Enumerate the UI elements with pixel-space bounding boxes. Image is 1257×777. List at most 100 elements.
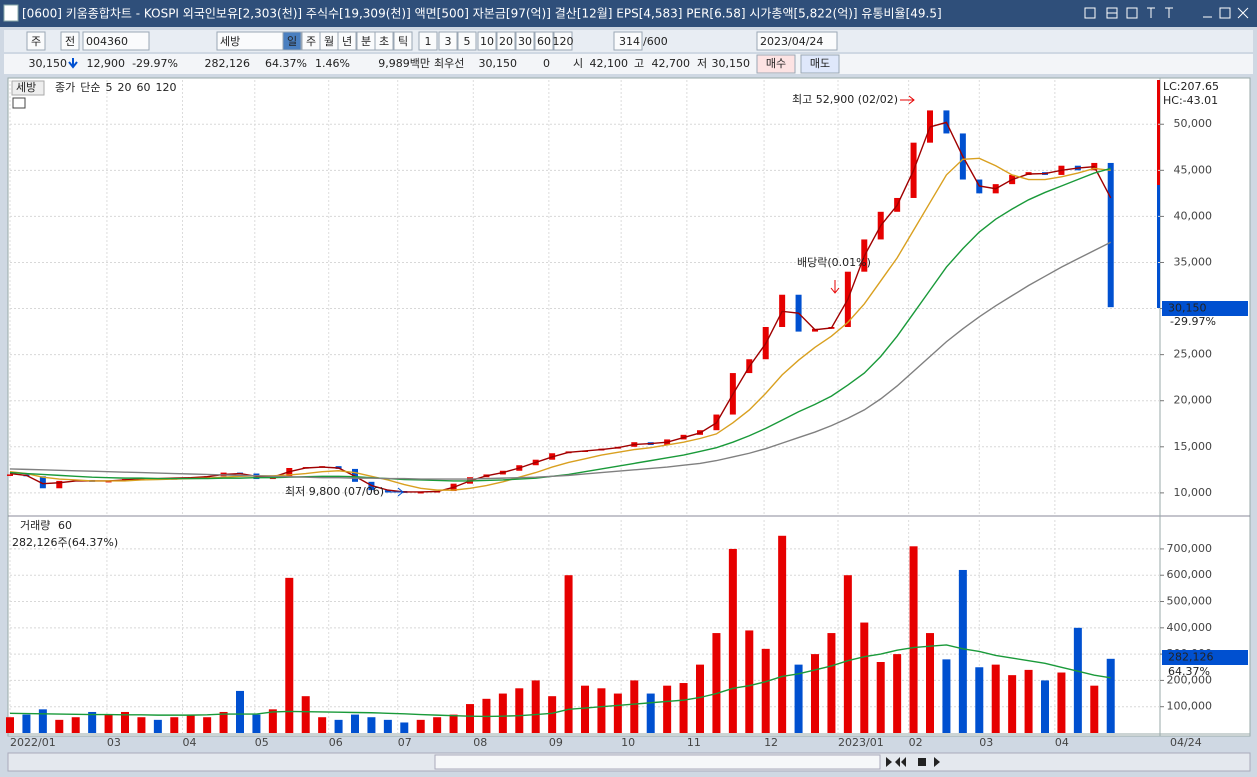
trade-button[interactable] bbox=[800, 54, 840, 74]
toolbar-label[interactable]: 1 bbox=[425, 35, 432, 48]
volume-bar bbox=[646, 693, 655, 733]
volume-bar bbox=[827, 633, 836, 733]
volume-bar bbox=[712, 633, 721, 733]
toolbar-label[interactable]: 틱 bbox=[398, 35, 408, 48]
x-tick-label: 03 bbox=[107, 736, 121, 749]
nav-buttons[interactable] bbox=[886, 757, 940, 767]
volume-bar bbox=[449, 714, 458, 733]
toolbar-label[interactable]: 30 bbox=[518, 35, 532, 48]
volume-bar bbox=[466, 704, 474, 733]
candle bbox=[105, 480, 112, 483]
trade-button[interactable] bbox=[756, 54, 796, 74]
legend-entry: 5 bbox=[106, 81, 113, 94]
toolbar-button[interactable] bbox=[282, 31, 302, 51]
y-tick-label: 500,000 bbox=[1167, 595, 1213, 608]
toolbar-button[interactable] bbox=[553, 31, 573, 51]
toolbar-label[interactable]: 004360 bbox=[86, 35, 128, 48]
volume-marker bbox=[1162, 650, 1248, 665]
toolbar-label[interactable]: 초 bbox=[379, 35, 389, 48]
volume-bar bbox=[268, 709, 277, 733]
price-marker-label: 30,150 bbox=[1168, 302, 1207, 315]
volume-marker-label: 282,126 bbox=[1168, 651, 1214, 664]
volume-bar bbox=[515, 688, 524, 733]
toolbar-button[interactable] bbox=[534, 31, 554, 51]
toolbar-label[interactable]: 60 bbox=[537, 35, 551, 48]
toolbar-label[interactable]: 세방 bbox=[220, 35, 240, 48]
volume-bar bbox=[22, 714, 31, 733]
toolbar-label[interactable]: 주 bbox=[31, 35, 41, 48]
legend-entry: 120 bbox=[156, 81, 177, 94]
grid-icon[interactable] bbox=[12, 97, 26, 109]
volume-bar bbox=[958, 569, 967, 733]
volume-bar bbox=[383, 719, 392, 733]
title-bar bbox=[0, 0, 1257, 27]
toolbar-button[interactable] bbox=[613, 31, 643, 51]
volume-bar bbox=[121, 711, 129, 733]
toolbar-button[interactable] bbox=[337, 31, 357, 51]
window-controls[interactable] bbox=[1084, 7, 1249, 19]
volume-bar bbox=[679, 683, 688, 733]
volume-bar bbox=[433, 717, 442, 733]
toolbar-button[interactable] bbox=[457, 31, 477, 51]
toolbar-label[interactable]: 년 bbox=[342, 35, 352, 48]
down-arrow bbox=[68, 58, 78, 69]
stock-tag[interactable] bbox=[11, 80, 45, 96]
y-tick-label: 200,000 bbox=[1167, 673, 1213, 686]
volume-bar bbox=[876, 662, 885, 733]
toolbar-label[interactable]: 20 bbox=[499, 35, 513, 48]
toolbar-label[interactable]: 10 bbox=[480, 35, 494, 48]
toolbar-label[interactable]: 2023/04/24 bbox=[760, 35, 823, 48]
y-tick-label: 700,000 bbox=[1167, 542, 1213, 555]
x-tick-label: 03 bbox=[979, 736, 993, 749]
toolbar-label[interactable]: 314 bbox=[619, 35, 640, 48]
toolbar-button[interactable] bbox=[477, 31, 497, 51]
volume-bar bbox=[416, 719, 425, 733]
ma-line bbox=[9, 121, 1112, 493]
candle bbox=[1107, 162, 1114, 308]
annotation-arrow bbox=[830, 280, 840, 294]
toolbar-button[interactable] bbox=[393, 31, 413, 51]
legend-entry: 단순 bbox=[80, 81, 100, 94]
y-tick-label: 20,000 bbox=[1174, 394, 1213, 407]
toolbar-button[interactable] bbox=[496, 31, 516, 51]
y-tick-label: 400,000 bbox=[1167, 621, 1213, 634]
toolbar-button[interactable] bbox=[374, 31, 394, 51]
candle bbox=[384, 490, 391, 492]
quote-value: 최우선 bbox=[434, 57, 464, 70]
toolbar-label[interactable]: 5 bbox=[464, 35, 471, 48]
x-tick-label: 10 bbox=[621, 736, 635, 749]
toolbar-button[interactable] bbox=[418, 31, 438, 51]
volume-bar bbox=[581, 685, 589, 733]
toolbar-label[interactable]: 3 bbox=[445, 35, 452, 48]
quote-value: 저 bbox=[697, 57, 707, 70]
quote-value: 12,900 bbox=[87, 57, 126, 70]
toolbar-label[interactable]: 월 bbox=[324, 35, 334, 48]
legend-entry: 60 bbox=[137, 81, 151, 94]
toolbar-label[interactable]: 전 bbox=[65, 35, 75, 48]
toolbar-button[interactable] bbox=[82, 31, 150, 51]
quote-value: 30,150 bbox=[479, 57, 518, 70]
scroll-thumb[interactable] bbox=[434, 754, 881, 770]
toolbar-label[interactable]: 일 bbox=[287, 34, 297, 48]
toolbar-button[interactable] bbox=[515, 31, 535, 51]
y-tick-label: 100,000 bbox=[1167, 700, 1213, 713]
toolbar-button[interactable] bbox=[60, 31, 80, 51]
quote-value[interactable]: 매수 bbox=[766, 57, 786, 70]
toolbar-label[interactable]: 분 bbox=[361, 35, 371, 48]
y-tick-label: 50,000 bbox=[1174, 117, 1213, 130]
change-label: -29.97% bbox=[1170, 315, 1216, 328]
volume-bar bbox=[498, 693, 507, 733]
toolbar-label[interactable]: 주 bbox=[306, 35, 316, 48]
toolbar-button[interactable] bbox=[26, 31, 46, 51]
toolbar-button[interactable] bbox=[756, 31, 838, 51]
window-title: [0600] 키움종합차트 - KOSPI 외국인보유[2,303(천)] 주식… bbox=[22, 6, 942, 21]
volume-bar bbox=[170, 717, 179, 733]
hc-label: HC:-43.01 bbox=[1163, 94, 1218, 107]
toolbar-button[interactable] bbox=[438, 31, 458, 51]
quote-value[interactable]: 매도 bbox=[810, 57, 830, 70]
volume-bar bbox=[318, 717, 327, 733]
volume-bar bbox=[564, 575, 573, 733]
toolbar-label[interactable]: 120 bbox=[553, 35, 574, 48]
volume-bar bbox=[88, 711, 97, 733]
legend-entry: 60 bbox=[58, 519, 72, 532]
